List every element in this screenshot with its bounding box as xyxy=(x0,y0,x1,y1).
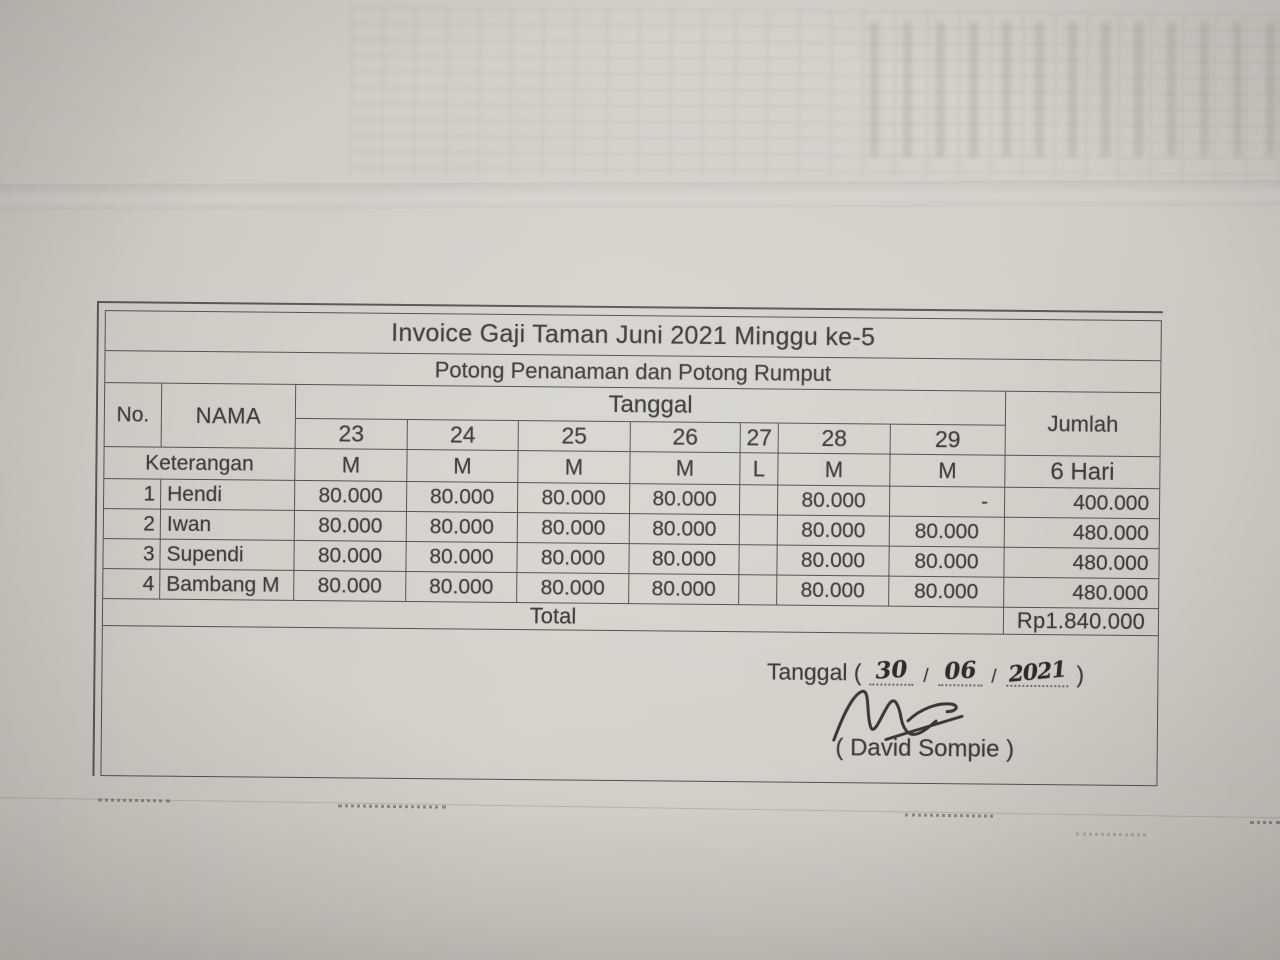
date-separator: / xyxy=(923,665,929,687)
day-value xyxy=(739,514,778,546)
lower-sheet-shade xyxy=(0,801,1280,960)
date-header-29: 29 xyxy=(890,424,1006,456)
worker-no: 1 xyxy=(103,478,161,510)
day-value: 80.000 xyxy=(406,511,518,543)
handwritten-year: 2021 xyxy=(1007,656,1067,688)
col-header-nama: NAMA xyxy=(161,383,296,449)
worker-jumlah: 480.000 xyxy=(1003,577,1159,609)
keterangan-jumlah: 6 Hari xyxy=(1004,455,1161,489)
day-value: 80.000 xyxy=(888,546,1005,578)
date-line: Tanggal ( 30 / 06 / 2021 ) xyxy=(767,655,1085,688)
table-outline: Invoice Gaji Taman Juni 2021 Minggu ke-5… xyxy=(92,301,1163,787)
day-value: 80.000 xyxy=(294,510,407,542)
handwritten-month: 06 xyxy=(943,656,977,686)
worker-name: Supendi xyxy=(159,539,295,571)
signature-scribble xyxy=(832,689,964,742)
date-slot-day: 30 xyxy=(869,655,915,686)
day-value: 80.000 xyxy=(517,482,630,514)
day-value: 80.000 xyxy=(889,516,1005,548)
keterangan-mark: M xyxy=(777,453,891,487)
invoice-table: Invoice Gaji Taman Juni 2021 Minggu ke-5… xyxy=(100,310,1162,786)
keterangan-mark: M xyxy=(517,450,631,484)
worker-no: 4 xyxy=(102,568,160,600)
date-header-26: 26 xyxy=(630,421,741,453)
worker-name: Hendi xyxy=(160,479,295,511)
day-value xyxy=(738,574,777,606)
keterangan-mark: L xyxy=(739,452,779,486)
signer-name: ( David Sompie ) xyxy=(835,734,1015,763)
day-value: 80.000 xyxy=(293,570,406,602)
bleed-through-texture xyxy=(349,6,1280,182)
date-slot-year: 2021 xyxy=(1005,656,1069,688)
keterangan-mark: M xyxy=(406,449,519,483)
signature-row: Tanggal ( 30 / 06 / 2021 ) xyxy=(100,625,1159,786)
date-header-24: 24 xyxy=(407,419,519,451)
day-value: 80.000 xyxy=(629,513,740,545)
date-slot-month: 06 xyxy=(937,656,983,687)
keterangan-mark: M xyxy=(889,454,1006,488)
perforation-dashes xyxy=(97,798,171,803)
signature-block: Tanggal ( 30 / 06 / 2021 ) xyxy=(755,655,1096,764)
day-value: 80.000 xyxy=(777,515,890,547)
day-value: 80.000 xyxy=(777,485,890,517)
worker-name: Bambang M xyxy=(159,569,294,601)
worker-jumlah: 480.000 xyxy=(1003,547,1160,579)
keterangan-mark: M xyxy=(294,448,408,482)
day-value: 80.000 xyxy=(406,481,518,513)
worker-no: 3 xyxy=(102,538,161,570)
date-separator: / xyxy=(991,666,997,688)
worker-no: 2 xyxy=(103,508,161,540)
keterangan-mark: M xyxy=(629,451,741,485)
date-header-27: 27 xyxy=(740,422,779,454)
invoice-document: Invoice Gaji Taman Juni 2021 Minggu ke-5… xyxy=(92,301,1163,787)
day-value: 80.000 xyxy=(628,543,740,575)
day-value: 80.000 xyxy=(776,575,889,607)
date-header-23: 23 xyxy=(295,418,408,450)
day-value: 80.000 xyxy=(629,483,740,515)
keterangan-label: Keterangan xyxy=(103,446,296,481)
date-header-28: 28 xyxy=(778,423,891,455)
day-value: 80.000 xyxy=(516,572,629,604)
col-header-no: No. xyxy=(104,382,162,448)
day-value xyxy=(739,484,778,516)
day-value: 80.000 xyxy=(293,540,407,572)
close-paren-text: ) xyxy=(1076,661,1085,688)
worker-name: Iwan xyxy=(160,509,295,541)
day-value: 80.000 xyxy=(776,545,890,577)
date-header-25: 25 xyxy=(518,420,631,452)
day-value: 80.000 xyxy=(294,480,407,512)
day-value: 80.000 xyxy=(517,512,630,544)
handwritten-day: 30 xyxy=(875,655,909,685)
day-value: 80.000 xyxy=(628,573,739,605)
bleed-through-texture-right xyxy=(870,22,1280,157)
day-value: 80.000 xyxy=(888,576,1004,608)
worker-jumlah: 480.000 xyxy=(1004,517,1160,549)
worker-jumlah: 400.000 xyxy=(1004,487,1160,519)
day-value: 80.000 xyxy=(405,541,518,573)
total-value: Rp1.840.000 xyxy=(1003,607,1159,636)
day-value: 80.000 xyxy=(516,542,630,574)
day-value: 80.000 xyxy=(405,571,517,603)
day-value xyxy=(738,544,778,576)
signature-area: Tanggal ( 30 / 06 / 2021 ) xyxy=(100,625,1159,786)
day-value: - xyxy=(889,486,1005,518)
perforation-dashes xyxy=(1249,820,1280,825)
col-header-jumlah: Jumlah xyxy=(1005,391,1161,457)
paper-crease xyxy=(0,179,1280,211)
